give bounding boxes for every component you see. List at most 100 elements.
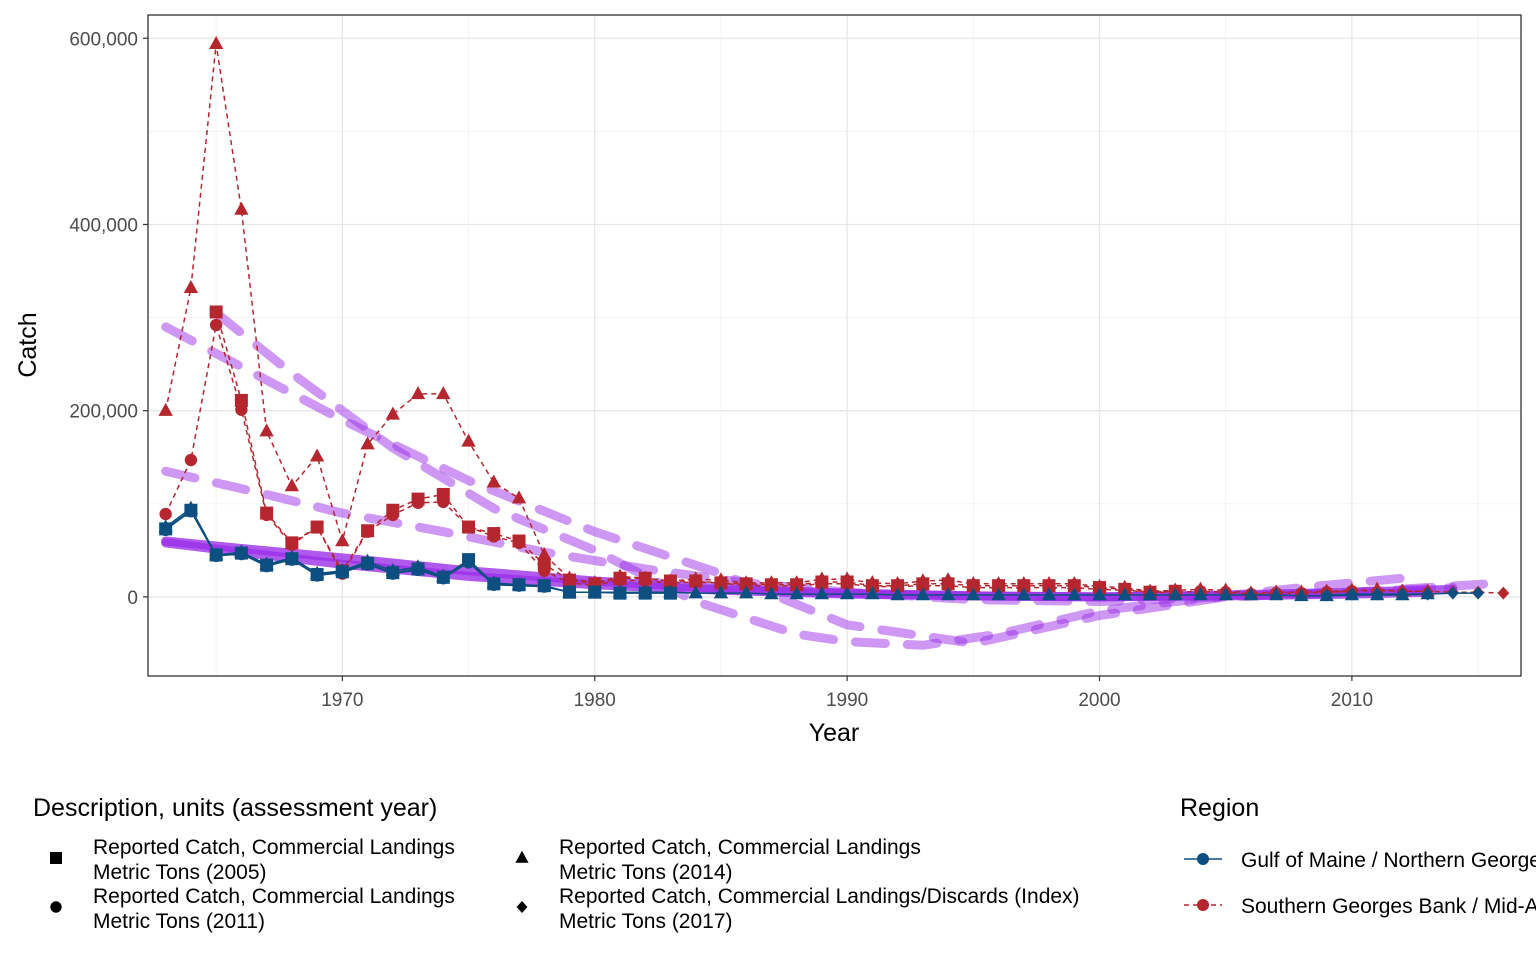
marker-triangle — [991, 587, 1006, 601]
marker-circle — [159, 507, 172, 521]
marker-circle — [714, 576, 728, 590]
marker-circle — [613, 573, 627, 587]
marker-diamond — [1497, 586, 1510, 600]
marker-square — [613, 586, 627, 600]
marker-circle — [815, 577, 829, 591]
marker-triangle — [940, 587, 956, 601]
marker-circle — [512, 536, 526, 550]
marker-diamond — [1396, 587, 1409, 601]
marker-circle — [209, 318, 223, 332]
marker-diamond — [1320, 588, 1333, 602]
description-legend-label: Metric Tons (2011) — [93, 910, 265, 933]
marker-triangle — [1193, 587, 1208, 601]
marker-diamond — [1421, 587, 1434, 601]
marker-triangle — [890, 587, 905, 601]
marker-circle — [512, 579, 526, 592]
data-series — [158, 36, 1510, 602]
marker-circle — [916, 579, 930, 592]
marker-circle — [462, 556, 475, 569]
x-tick-label: 1970 — [321, 690, 363, 711]
marker-circle — [260, 559, 273, 573]
region-legend-marker — [1197, 853, 1209, 865]
marker-circle — [184, 453, 198, 467]
description-legend-label: Reported Catch, Commercial Landings — [93, 836, 455, 859]
marker-triangle — [385, 406, 400, 420]
marker-diamond — [1371, 587, 1383, 601]
marker-triangle — [259, 423, 274, 437]
plot-border — [147, 14, 1522, 677]
marker-triangle — [839, 586, 855, 600]
description-legend-item: Reported Catch, Commercial LandingsMetri… — [50, 836, 455, 884]
marker-circle — [285, 538, 299, 551]
marker-triangle — [1041, 587, 1057, 601]
marker-circle — [361, 525, 374, 538]
marker-triangle — [1168, 587, 1183, 601]
marker-circle — [361, 558, 374, 571]
marker-circle — [159, 523, 172, 537]
marker-circle — [538, 580, 551, 593]
description-legend-label: Reported Catch, Commercial Landings — [93, 885, 455, 908]
marker-circle — [386, 508, 399, 522]
marker-circle — [538, 564, 551, 577]
region-legend-label: Southern Georges Bank / Mid-Atlantic — [1241, 895, 1536, 918]
marker-square — [50, 852, 62, 864]
description-legend-item: Reported Catch, Commercial LandingsMetri… — [50, 885, 455, 933]
marker-circle — [765, 579, 778, 592]
x-axis-title: Year — [809, 719, 860, 747]
marker-circle — [689, 575, 702, 589]
region-legend-item: Southern Georges Bank / Mid-Atlantic — [1184, 895, 1536, 918]
marker-triangle — [208, 36, 224, 50]
marker-diamond — [1346, 587, 1358, 601]
description-legend-label: Reported Catch, Commercial Landings/Disc… — [559, 885, 1080, 908]
marker-circle — [209, 549, 223, 563]
marker-circle — [411, 563, 425, 577]
marker-triangle — [183, 279, 199, 293]
y-tick-label: 400,000 — [69, 215, 138, 236]
marker-triangle — [511, 490, 527, 504]
marker-triangle — [486, 474, 501, 488]
marker-circle — [891, 580, 904, 593]
marker-circle — [310, 569, 324, 582]
region-legend-item: Gulf of Maine / Northern Georges Bank — [1184, 849, 1536, 872]
marker-triangle — [1016, 587, 1031, 601]
marker-diamond — [1472, 586, 1484, 600]
marker-triangle — [284, 478, 300, 492]
marker-triangle — [436, 386, 451, 400]
marker-triangle — [1294, 588, 1309, 602]
x-tick-label: 2010 — [1331, 690, 1373, 711]
marker-triangle — [1243, 587, 1259, 601]
marker-triangle — [461, 433, 476, 447]
marker-circle — [462, 520, 475, 534]
region-legend-title: Region — [1180, 794, 1259, 822]
y-axis-ticks: 0 200,000 400,000 600,000 — [69, 29, 148, 609]
region-legend: Region Gulf of Maine / Northern George s … — [1180, 794, 1536, 918]
description-legend-item: Reported Catch, Commercial LandingsMetri… — [515, 836, 921, 884]
series-line — [215, 311, 1176, 593]
description-legend-label: Metric Tons (2005) — [93, 861, 267, 884]
marker-triangle — [1092, 587, 1107, 601]
marker-triangle — [915, 587, 930, 601]
marker-circle — [487, 530, 500, 543]
marker-triangle — [1117, 587, 1132, 601]
marker-triangle — [865, 586, 880, 600]
marker-circle — [235, 547, 248, 561]
marker-circle — [437, 572, 450, 585]
marker-circle — [790, 579, 803, 592]
marker-circle — [184, 505, 198, 518]
marker-square — [209, 305, 223, 319]
marker-triangle — [789, 586, 804, 600]
marker-circle — [639, 574, 652, 588]
marker-triangle — [515, 850, 529, 863]
marker-circle — [487, 578, 500, 591]
marker-circle — [310, 520, 324, 534]
marker-circle — [336, 566, 349, 579]
region-legend-label: Gulf of Maine / Northern Georges Bank — [1241, 849, 1536, 872]
marker-circle — [50, 901, 62, 913]
y-axis-title: Catch — [14, 312, 42, 377]
marker-diamond — [1447, 586, 1459, 600]
marker-circle — [235, 403, 248, 416]
x-tick-label: 1980 — [574, 690, 616, 711]
description-legend: Description, units (assessment year) Rep… — [33, 794, 1080, 933]
marker-triangle — [1067, 587, 1082, 601]
description-legend-label: Reported Catch, Commercial Landings — [559, 836, 921, 859]
